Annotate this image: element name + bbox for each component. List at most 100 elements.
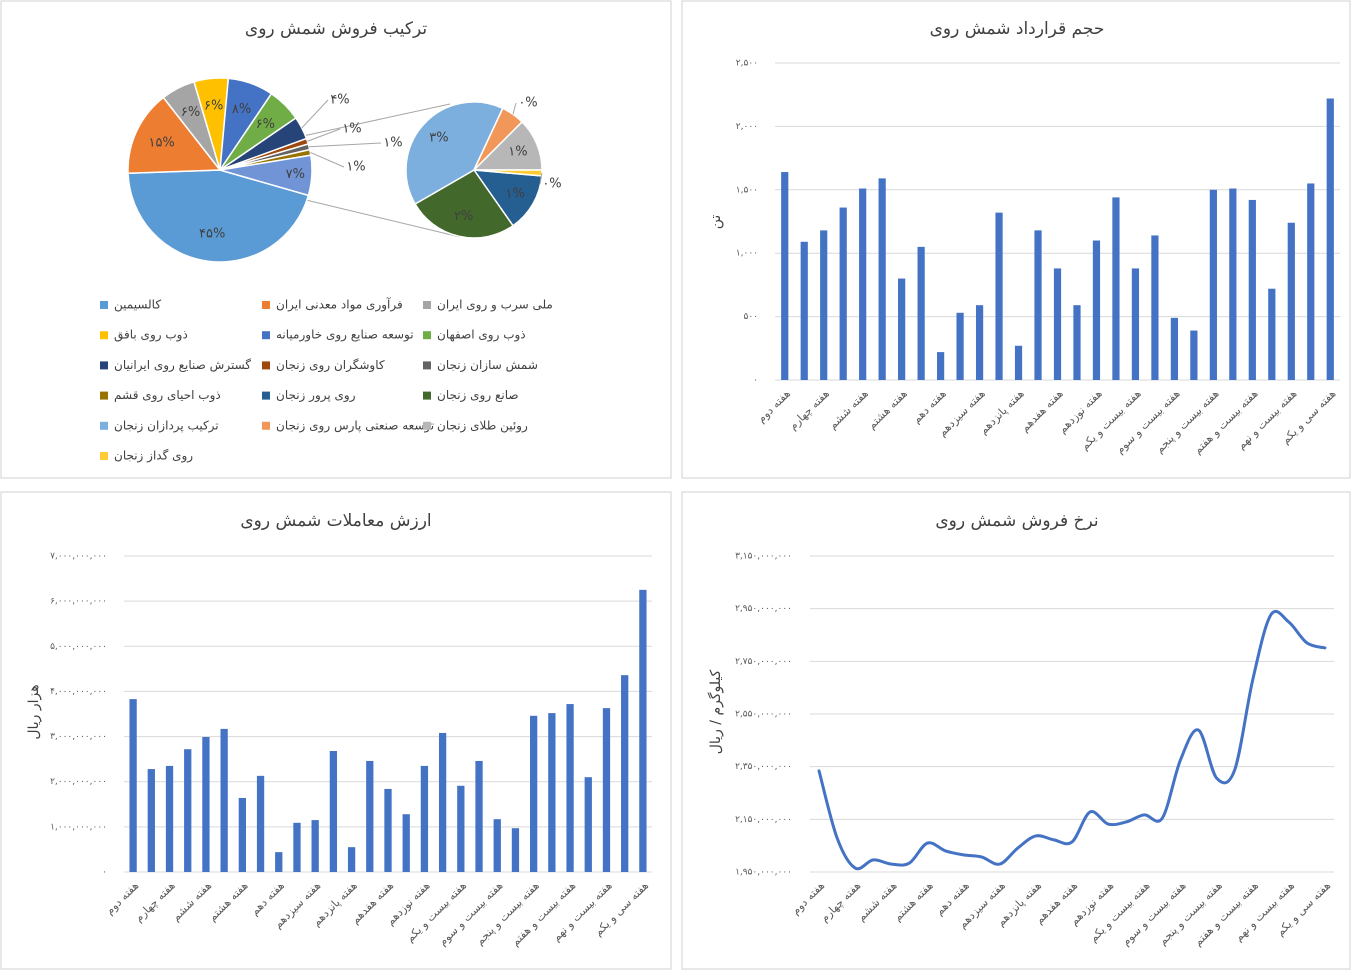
legend-marker bbox=[262, 301, 270, 309]
y-tick-label: ۳,۰۰۰,۰۰۰,۰۰۰ bbox=[50, 732, 107, 742]
y-tick-label: ۶,۰۰۰,۰۰۰,۰۰۰ bbox=[50, 597, 107, 607]
leader-line bbox=[301, 99, 329, 129]
data-label: ۱% bbox=[506, 186, 525, 201]
bar bbox=[1209, 189, 1217, 380]
bar bbox=[936, 352, 945, 380]
data-label: ۳% bbox=[429, 130, 448, 145]
panel bbox=[681, 0, 1351, 479]
chart-title: حجم قرارداد شمش روی bbox=[930, 19, 1105, 39]
bar bbox=[129, 699, 137, 872]
bar bbox=[420, 765, 429, 872]
y-tick-label: ۲,۳۵۰,۰۰۰,۰۰۰ bbox=[735, 762, 792, 772]
legend-marker bbox=[100, 421, 108, 430]
bar bbox=[639, 589, 647, 872]
legend-marker bbox=[423, 421, 431, 430]
bar bbox=[438, 732, 447, 872]
bar bbox=[1014, 345, 1023, 380]
y-tick-label: ۲,۹۵۰,۰۰۰,۰۰۰ bbox=[735, 604, 792, 614]
bar bbox=[147, 769, 155, 872]
leader-line bbox=[539, 172, 543, 185]
y-tick-label: ۲,۵۰۰ bbox=[736, 59, 758, 69]
legend-label: ملی سرب و روی ایران bbox=[437, 298, 553, 313]
legend-label: روئین طلای زنجان bbox=[437, 418, 528, 433]
bar bbox=[275, 852, 283, 872]
leader-line bbox=[307, 128, 341, 142]
y-tick-label: ۱,۵۰۰ bbox=[736, 185, 758, 195]
bar bbox=[311, 820, 319, 872]
data-label: ۶% bbox=[204, 98, 223, 113]
y-axis-title: هزار ریال bbox=[26, 684, 42, 739]
pie-slice bbox=[127, 96, 222, 174]
data-label: ۶% bbox=[256, 117, 275, 132]
bar bbox=[329, 751, 338, 872]
bar bbox=[1248, 199, 1256, 380]
data-label: ۱۵% bbox=[148, 135, 174, 150]
legend-marker bbox=[262, 361, 270, 370]
chart-title: ترکیب فروش شمش روی bbox=[245, 19, 427, 39]
bar bbox=[781, 172, 789, 380]
legend-marker bbox=[262, 391, 270, 400]
legend-label: ترکیب پردازان زنجان bbox=[114, 418, 219, 433]
bar bbox=[457, 785, 465, 872]
panel bbox=[0, 491, 672, 970]
bar bbox=[202, 737, 210, 872]
legend-label: روی گداز زنجان bbox=[114, 449, 193, 464]
legend-label: ذوب روی بافق bbox=[114, 328, 188, 343]
y-tick-label: ۰ bbox=[753, 376, 758, 386]
y-tick-label: ۵۰۰ bbox=[743, 312, 758, 322]
legend-marker bbox=[100, 301, 108, 309]
bar bbox=[1170, 317, 1179, 380]
bar bbox=[475, 760, 483, 872]
bar bbox=[917, 246, 925, 380]
bar bbox=[347, 847, 356, 872]
data-label: ۴% bbox=[330, 93, 349, 108]
panel bbox=[0, 0, 672, 479]
bar bbox=[566, 704, 574, 872]
data-label: ۷% bbox=[286, 167, 305, 182]
line-series bbox=[817, 609, 1327, 871]
y-tick-label: ۲,۱۵۰,۰۰۰,۰۰۰ bbox=[735, 815, 792, 825]
bar bbox=[256, 775, 265, 872]
bar bbox=[1131, 268, 1140, 380]
bar bbox=[1190, 330, 1198, 380]
bar bbox=[1034, 230, 1042, 380]
bar bbox=[1073, 305, 1081, 380]
panel bbox=[681, 491, 1351, 970]
data-label: ۱% bbox=[346, 160, 365, 175]
bar bbox=[293, 822, 301, 872]
y-tick-label: ۴,۰۰۰,۰۰۰,۰۰۰ bbox=[50, 687, 107, 697]
y-tick-label: ۲,۵۵۰,۰۰۰,۰۰۰ bbox=[735, 710, 792, 720]
legend-label: ذوب روی اصفهان bbox=[437, 328, 526, 343]
legend-label: کالسیمین bbox=[114, 298, 161, 313]
legend-label: فرآوری مواد معدنی ایران bbox=[276, 297, 403, 313]
y-axis-title: تن bbox=[708, 215, 724, 230]
bar bbox=[956, 312, 964, 380]
legend-label: کاوشگران روی زنجان bbox=[276, 358, 385, 373]
bar bbox=[402, 814, 410, 872]
leader-line bbox=[309, 142, 382, 148]
legend-marker bbox=[423, 391, 431, 400]
bar bbox=[511, 828, 520, 872]
pie-slice bbox=[127, 169, 310, 263]
legend-marker bbox=[262, 421, 270, 430]
bar bbox=[548, 713, 556, 872]
y-tick-label: ۱,۰۰۰ bbox=[736, 249, 758, 259]
y-tick-label: ۲,۰۰۰,۰۰۰,۰۰۰ bbox=[50, 777, 107, 787]
y-tick-label: ۱,۹۵۰,۰۰۰,۰۰۰ bbox=[735, 868, 792, 878]
y-tick-label: ۲,۰۰۰ bbox=[736, 122, 758, 132]
pie-slice bbox=[414, 169, 515, 239]
legend-label: ذوب احیای روی قشم bbox=[114, 388, 221, 403]
chart-title: ارزش معاملات شمش روی bbox=[240, 511, 431, 531]
bar bbox=[1092, 240, 1101, 380]
data-label: ۰% bbox=[542, 177, 561, 192]
legend-marker bbox=[100, 452, 108, 460]
data-label: ۰% bbox=[518, 96, 537, 111]
legend-marker bbox=[100, 361, 108, 370]
y-tick-label: ۳,۱۵۰,۰۰۰,۰۰۰ bbox=[735, 552, 792, 562]
y-tick-label: ۱,۰۰۰,۰۰۰,۰۰۰ bbox=[50, 822, 107, 832]
legend-marker bbox=[100, 391, 108, 400]
bar bbox=[839, 207, 847, 380]
bar bbox=[1053, 268, 1062, 380]
bar bbox=[1151, 235, 1159, 380]
y-tick-label: ۷,۰۰۰,۰۰۰,۰۰۰ bbox=[50, 552, 107, 562]
